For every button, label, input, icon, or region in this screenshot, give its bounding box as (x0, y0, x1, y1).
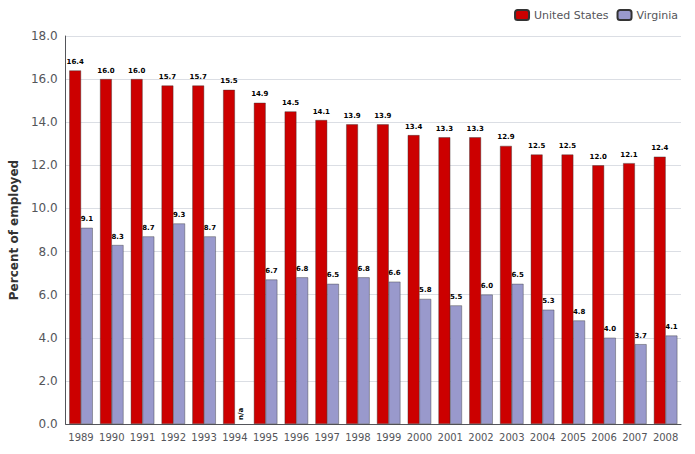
svg-text:2006: 2006 (591, 432, 616, 443)
svg-text:12.0: 12.0 (590, 153, 607, 161)
svg-text:6.5: 6.5 (511, 271, 524, 279)
svg-text:15.7: 15.7 (159, 73, 176, 81)
svg-text:1999: 1999 (376, 432, 401, 443)
svg-text:13.3: 13.3 (467, 125, 484, 133)
svg-text:United States: United States (534, 9, 609, 22)
svg-text:2004: 2004 (530, 432, 555, 443)
svg-text:13.4: 13.4 (405, 123, 422, 131)
svg-text:12.5: 12.5 (528, 142, 545, 150)
svg-text:12.1: 12.1 (620, 151, 637, 159)
svg-text:16.4: 16.4 (67, 58, 84, 66)
svg-text:2007: 2007 (622, 432, 647, 443)
svg-text:14.1: 14.1 (313, 108, 330, 116)
svg-text:8.7: 8.7 (204, 224, 217, 232)
svg-text:6.7: 6.7 (265, 267, 278, 275)
svg-text:1998: 1998 (345, 432, 370, 443)
svg-text:12.5: 12.5 (559, 142, 576, 150)
svg-text:12.0: 12.0 (31, 158, 58, 172)
svg-text:14.5: 14.5 (282, 99, 299, 107)
svg-text:1995: 1995 (253, 432, 278, 443)
svg-text:13.9: 13.9 (343, 112, 360, 120)
svg-text:5.5: 5.5 (450, 293, 463, 301)
svg-text:6.5: 6.5 (327, 271, 340, 279)
svg-text:1991: 1991 (130, 432, 155, 443)
svg-text:8.3: 8.3 (111, 233, 124, 241)
svg-text:4.0: 4.0 (604, 325, 617, 333)
svg-text:2.0: 2.0 (39, 374, 58, 388)
svg-text:5.3: 5.3 (542, 297, 555, 305)
svg-text:6.8: 6.8 (358, 265, 371, 273)
svg-text:2001: 2001 (438, 432, 463, 443)
svg-text:8.7: 8.7 (142, 224, 155, 232)
svg-text:2000: 2000 (407, 432, 432, 443)
svg-text:Virginia: Virginia (637, 9, 678, 22)
svg-text:15.5: 15.5 (220, 77, 237, 85)
svg-text:18.0: 18.0 (31, 29, 58, 43)
svg-text:9.3: 9.3 (173, 211, 186, 219)
svg-text:15.7: 15.7 (190, 73, 207, 81)
svg-text:4.1: 4.1 (665, 323, 678, 331)
svg-text:2003: 2003 (499, 432, 524, 443)
svg-text:1994: 1994 (222, 432, 247, 443)
svg-text:0.0: 0.0 (39, 417, 58, 431)
svg-text:1993: 1993 (191, 432, 216, 443)
svg-text:16.0: 16.0 (31, 72, 58, 86)
svg-text:3.7: 3.7 (634, 332, 647, 340)
svg-text:2005: 2005 (561, 432, 586, 443)
svg-text:1990: 1990 (99, 432, 124, 443)
svg-text:16.0: 16.0 (97, 67, 114, 75)
svg-text:5.8: 5.8 (419, 286, 432, 294)
svg-text:2002: 2002 (468, 432, 493, 443)
svg-text:6.8: 6.8 (296, 265, 309, 273)
svg-text:1996: 1996 (284, 432, 309, 443)
svg-text:14.9: 14.9 (251, 90, 268, 98)
svg-text:1989: 1989 (68, 432, 93, 443)
svg-text:2008: 2008 (653, 432, 678, 443)
svg-text:16.0: 16.0 (128, 67, 145, 75)
svg-text:6.0: 6.0 (39, 288, 58, 302)
svg-text:14.0: 14.0 (31, 115, 58, 129)
svg-text:13.9: 13.9 (374, 112, 391, 120)
svg-text:6.0: 6.0 (481, 282, 494, 290)
svg-text:6.6: 6.6 (388, 269, 401, 277)
svg-text:n/a: n/a (237, 407, 245, 420)
svg-text:4.0: 4.0 (39, 331, 58, 345)
svg-text:1997: 1997 (314, 432, 339, 443)
svg-text:4.8: 4.8 (573, 308, 586, 316)
svg-text:12.4: 12.4 (651, 144, 668, 152)
svg-text:Percent of employed: Percent of employed (7, 160, 21, 300)
svg-text:1992: 1992 (161, 432, 186, 443)
svg-text:10.0: 10.0 (31, 201, 58, 215)
svg-text:8.0: 8.0 (39, 245, 58, 259)
svg-text:12.9: 12.9 (497, 133, 514, 141)
svg-text:13.3: 13.3 (436, 125, 453, 133)
svg-text:9.1: 9.1 (81, 215, 94, 223)
